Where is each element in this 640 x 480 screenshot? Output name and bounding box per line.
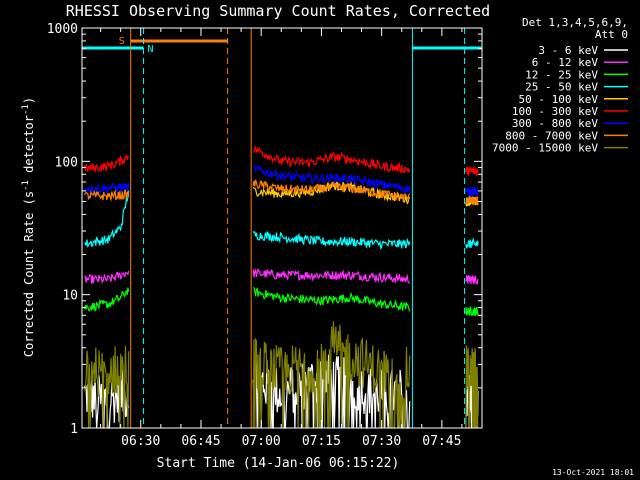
legend-label: 300 - 800 keV [512, 117, 598, 130]
x-tick-label: 07:15 [302, 434, 341, 449]
footer-timestamp: 13-Oct-2021 18:01 [552, 468, 634, 477]
x-tick-label: 07:30 [362, 434, 401, 449]
legend-label: 3 - 6 keV [538, 44, 598, 57]
series-line-2 [252, 286, 411, 312]
series-line-1 [252, 267, 411, 285]
y-tick-label: 10 [62, 289, 78, 304]
series-line-6 [84, 182, 130, 195]
series-line-8 [252, 321, 411, 429]
series-line-3 [465, 237, 479, 249]
flag-label-s: S [119, 36, 125, 47]
y-tick-label: 100 [55, 155, 78, 170]
y-axis-label: Corrected Count Rate (s-1 detector-1) [21, 97, 36, 357]
flag-label-n: N [148, 44, 154, 55]
x-tick-label: 07:00 [242, 434, 281, 449]
series-line-6 [252, 164, 411, 195]
series-line-5 [83, 154, 130, 173]
legend-label: 6 - 12 keV [532, 56, 599, 69]
plot-area: SN [81, 27, 483, 429]
y-tick-label: 1000 [47, 22, 78, 37]
series-line-8 [83, 345, 130, 429]
x-tick-label: 07:45 [422, 434, 461, 449]
legend-label: 7000 - 15000 keV [492, 142, 598, 155]
series-line-1 [84, 270, 130, 285]
x-axis-label: Start Time (14-Jan-06 06:15:22) [157, 456, 400, 471]
series-line-2 [83, 287, 130, 312]
x-tick-label: 06:30 [121, 434, 160, 449]
chart-title: RHESSI Observing Summary Count Rates, Co… [66, 2, 490, 20]
series-line-3 [252, 230, 411, 250]
legend-header-detectors: Det 1,3,4,5,6,9, [522, 16, 628, 29]
series-line-5 [465, 166, 479, 176]
series-line-7 [465, 195, 479, 206]
legend-label: 800 - 7000 keV [505, 129, 598, 142]
series-line-8 [465, 345, 479, 429]
series-line-1 [465, 275, 479, 285]
legend-header-attenuator: Att 0 [595, 28, 628, 41]
legend-label: 12 - 25 keV [525, 68, 598, 81]
series-line-7 [84, 188, 130, 202]
series-line-3 [84, 190, 130, 248]
series-line-2 [465, 306, 479, 317]
y-tick-label: 1 [70, 422, 78, 437]
legend-label: 100 - 300 keV [512, 105, 598, 118]
series-line-6 [465, 186, 479, 198]
plot-frame [81, 27, 483, 429]
legend-label: 25 - 50 keV [525, 81, 598, 94]
x-tick-label: 06:45 [181, 434, 220, 449]
series-line-7 [252, 179, 410, 201]
legend-label: 50 - 100 keV [519, 93, 599, 106]
series-line-5 [252, 145, 411, 174]
